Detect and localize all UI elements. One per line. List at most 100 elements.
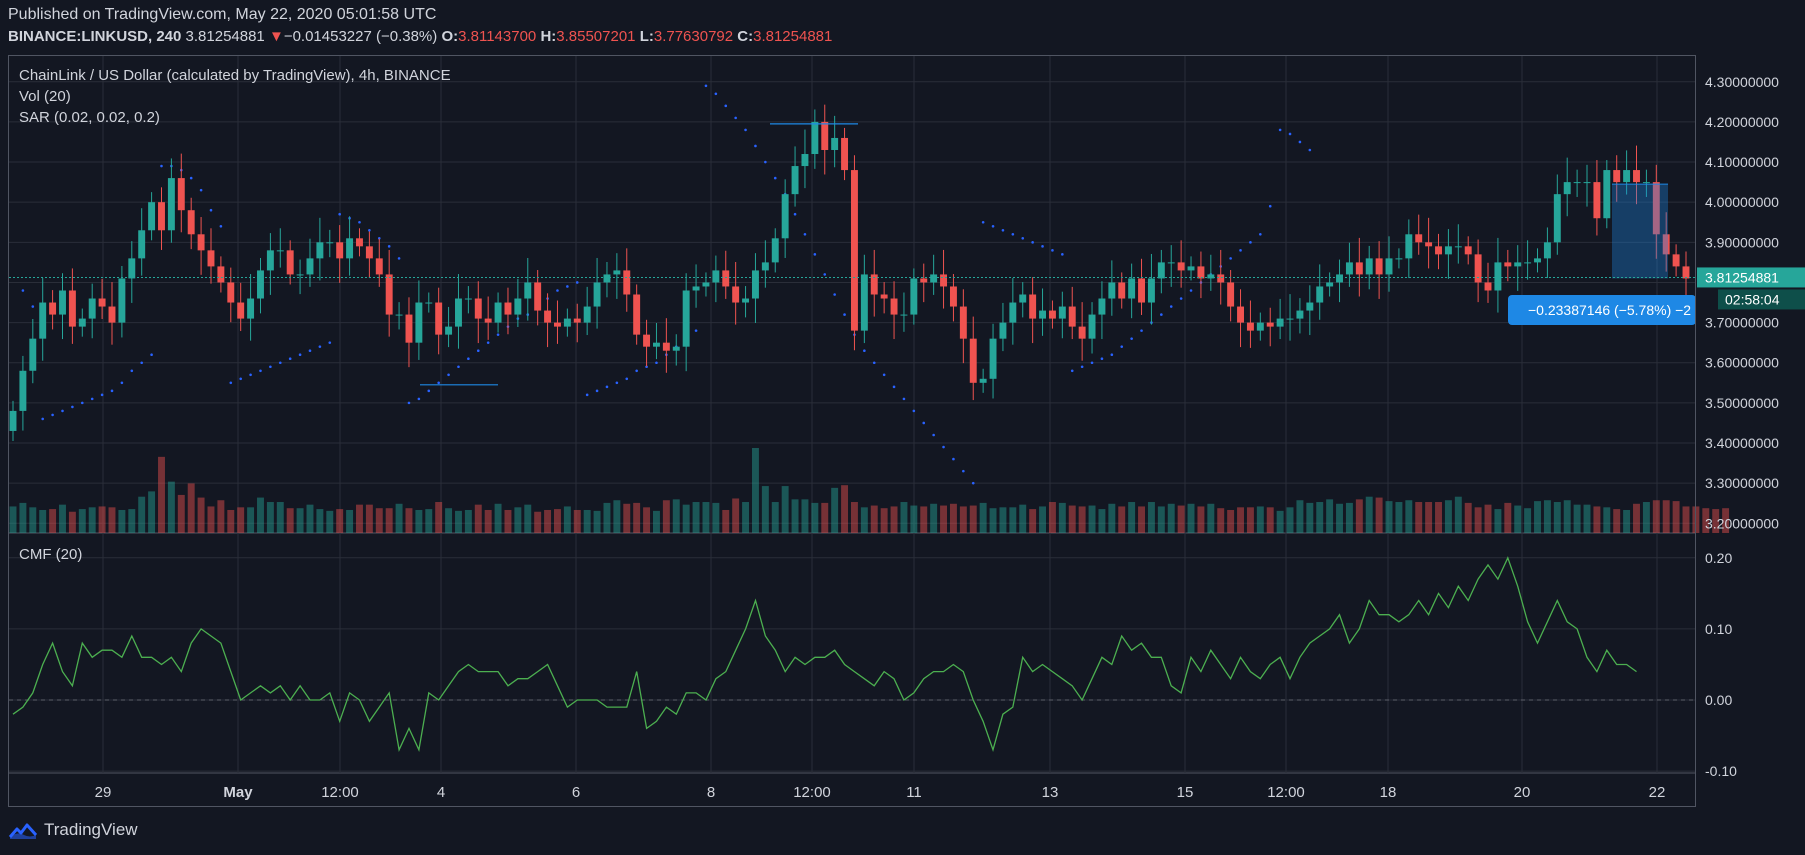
sar-dot [981,220,985,224]
sar-dot [754,144,757,148]
candle-body [1048,310,1056,319]
volume-bar [959,506,967,533]
volume-bar [1355,499,1363,533]
candle-body [1306,302,1314,311]
volume-bar [583,509,591,533]
candle-body [850,170,858,331]
candle-body [880,294,888,299]
time-axis-label: 29 [95,784,112,801]
sar-dot [1130,337,1133,340]
sar-dot [1189,289,1193,292]
measure-tooltip [1508,295,1696,325]
volume-bar [128,509,136,533]
candle-body [19,370,27,411]
volume-bar [563,506,571,533]
sar-dot [90,397,94,401]
volume-bar [603,502,611,533]
volume-bar [1484,504,1492,533]
cmf-legend: CMF (20) [19,546,83,563]
volume-bar [326,510,334,533]
candle-body [573,318,581,323]
sar-dot [417,397,421,401]
volume-bar [1702,508,1710,533]
sar-dot [1011,232,1015,236]
candle-body [1583,182,1591,184]
candle-body [652,342,660,347]
candle-body [464,298,472,300]
candle-body [336,242,344,259]
candle-body [365,246,373,259]
published-line: Published on TradingView.com, May 22, 20… [8,6,437,23]
candle-body [1296,310,1304,319]
time-axis-label: 6 [572,784,580,801]
volume-bar [1593,506,1601,533]
candle-body [425,302,433,304]
volume-bar [247,507,255,533]
cmf-axis-label: -0.10 [1705,763,1737,779]
candle-body [98,298,106,307]
candle-body [1365,258,1373,275]
volume-bars [9,448,1730,533]
last-price: 3.81254881 [185,28,265,45]
candle-body [504,302,512,315]
close-value: 3.81254881 [753,28,833,45]
candle-body [534,282,542,311]
candle-body [1276,318,1284,327]
candle-body [583,306,591,323]
volume-bar [336,509,344,533]
volume-bar [910,505,918,533]
volume-bar [1058,502,1066,533]
candle-body [1652,182,1660,235]
volume-bar [118,509,126,533]
price-axis-label: 4.00000000 [1705,194,1779,210]
price-axis-label: 4.20000000 [1705,114,1779,130]
volume-bar [167,481,175,533]
candle-body [1444,246,1452,255]
candle-body [1098,298,1106,315]
volume-bar [890,506,898,533]
candle-body [1435,246,1442,255]
candle-body [1336,274,1343,283]
candle-body [138,230,146,259]
change-arrow: ▼ [268,28,284,45]
candle-body [237,302,245,319]
candle-body [1425,242,1433,247]
candle-body [1197,266,1205,279]
candle-body [177,178,185,211]
sar-dot [328,341,332,344]
footer-brand[interactable]: TradingView [8,820,138,840]
candle-body [356,238,363,247]
volume-bar [1642,502,1650,533]
volume-bar [1068,505,1076,533]
candle-body [712,270,720,283]
candle-body [1088,314,1096,339]
sar-dot [615,381,619,385]
volume-bar [1395,502,1403,533]
volume-bar [811,502,819,533]
volume-bar [474,504,482,533]
volume-bar [771,502,779,533]
volume-bar [227,509,235,533]
candle-body [761,262,769,271]
candle-body [108,306,116,323]
volume-bar [692,502,700,533]
candle-body [949,286,957,307]
sar-dot [1031,241,1034,244]
sar-dot [150,353,153,357]
sar-dot [288,357,292,361]
sar-dot [833,293,836,296]
candle-body [1454,246,1462,248]
volume-bar [1197,506,1205,533]
sar-dot [1021,237,1025,240]
sar-dot [496,333,500,336]
volume-bar [1444,500,1452,533]
candle-body [1286,318,1294,320]
candle-body [751,270,759,299]
candle-body [187,210,195,235]
volume-bar [1009,507,1017,533]
volume-bar [375,508,383,533]
sar-dot [922,421,926,425]
candle-body [68,290,76,327]
volume-bar [722,509,730,533]
